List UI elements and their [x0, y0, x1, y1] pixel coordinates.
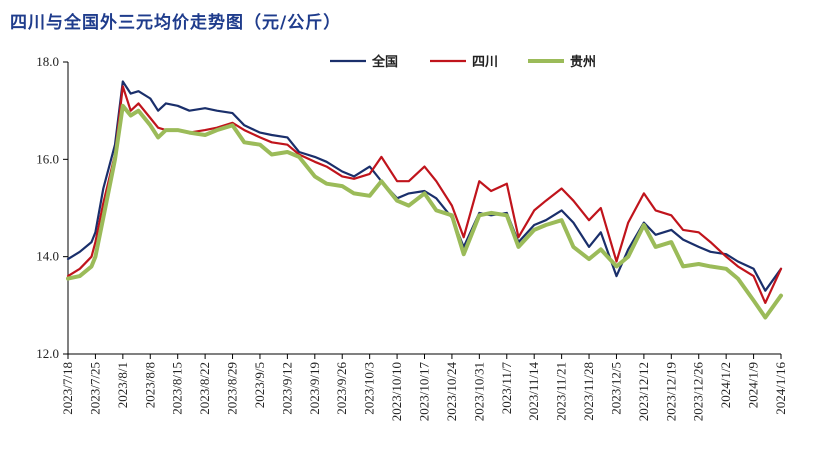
series-line-2 — [66, 103, 783, 320]
x-tick-label: 2023/10/24 — [444, 362, 459, 422]
x-tick-label: 2023/10/17 — [417, 362, 432, 422]
series-line-1 — [66, 85, 783, 304]
chart-title: 四川与全国外三元均价走势图（元/公斤） — [10, 13, 342, 33]
x-tick-label: 2023/10/3 — [362, 362, 377, 415]
x-tick-label: 2023/11/7 — [499, 362, 514, 415]
x-tick-label: 2023/9/19 — [307, 362, 322, 415]
x-tick-label: 2023/8/8 — [142, 362, 157, 408]
x-tick-label: 2023/7/25 — [87, 362, 102, 415]
x-tick-label: 2023/8/29 — [225, 362, 240, 415]
x-tick-label: 2023/9/5 — [252, 362, 267, 408]
axes: 12.0 14.0 16.0 18.0 2023/7/18 2023/7/25 2023/8… — [36, 54, 788, 421]
x-tick-label: 2024/1/16 — [773, 362, 788, 415]
x-tick-label: 2023/12/12 — [636, 362, 651, 421]
x-tick-label: 2023/7/18 — [60, 362, 75, 415]
x-tick-label: 2023/11/21 — [554, 362, 569, 421]
legend-label-2: 贵州 — [570, 54, 596, 70]
series-line-0 — [66, 80, 783, 292]
x-tick-label: 2023/8/15 — [170, 362, 185, 415]
x-tick-label: 2024/1/2 — [718, 362, 733, 408]
x-tick-label: 2023/12/19 — [663, 362, 678, 421]
x-tick-label: 2023/8/1 — [115, 362, 130, 408]
x-tick-label: 2023/11/28 — [581, 362, 596, 421]
x-tick-label: 2023/9/12 — [279, 362, 294, 415]
x-tick-label: 2023/11/14 — [526, 362, 541, 421]
y-tick-label: 18.0 — [36, 54, 59, 69]
y-tick-label: 12.0 — [36, 346, 59, 361]
x-tick-label: 2024/1/9 — [746, 362, 761, 408]
y-tick-label: 16.0 — [36, 151, 59, 166]
legend-label-0: 全国 — [371, 54, 398, 70]
legend: 全国 四川 贵州 — [330, 54, 596, 70]
x-tick-label: 2023/10/10 — [389, 362, 404, 421]
series-layer — [66, 80, 783, 320]
x-tick-label: 2023/12/26 — [691, 362, 706, 422]
x-tick-label: 2023/8/22 — [197, 362, 212, 415]
x-tick-label: 2023/10/31 — [471, 362, 486, 421]
x-tick-label: 2023/12/5 — [608, 362, 623, 415]
legend-label-1: 四川 — [472, 55, 498, 70]
x-tick-label: 2023/9/26 — [334, 362, 349, 415]
y-tick-label: 14.0 — [36, 249, 59, 264]
